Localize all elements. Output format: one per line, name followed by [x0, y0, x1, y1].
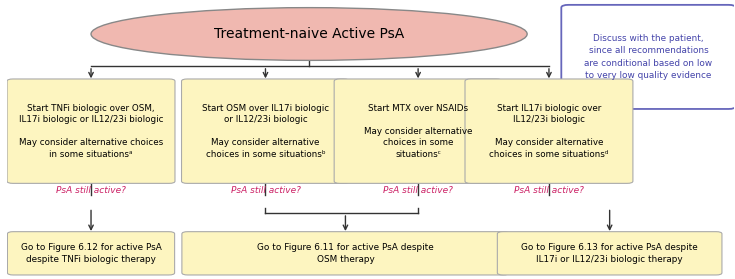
Text: Discuss with the patient,
since all recommendations
are conditional based on low: Discuss with the patient, since all reco…: [584, 34, 713, 80]
FancyBboxPatch shape: [465, 79, 633, 183]
Text: PsA still active?: PsA still active?: [383, 186, 453, 195]
Text: Start OSM over IL17i biologic
or IL12/23i biologic

May consider alternative
cho: Start OSM over IL17i biologic or IL12/23…: [202, 104, 329, 158]
Text: Start MTX over NSAIDs

May consider alternative
choices in some
situationsᶜ: Start MTX over NSAIDs May consider alter…: [364, 104, 473, 158]
Text: PsA still active?: PsA still active?: [56, 186, 126, 195]
Text: PsA still active?: PsA still active?: [231, 186, 301, 195]
Text: Start TNFi biologic over OSM,
IL17i biologic or IL12/23i biologic

May consider : Start TNFi biologic over OSM, IL17i biol…: [19, 104, 163, 158]
FancyBboxPatch shape: [182, 232, 509, 275]
Ellipse shape: [91, 8, 527, 60]
FancyBboxPatch shape: [498, 232, 722, 275]
FancyBboxPatch shape: [7, 79, 175, 183]
Text: Treatment-naive Active PsA: Treatment-naive Active PsA: [214, 27, 404, 41]
FancyBboxPatch shape: [334, 79, 502, 183]
Text: Start IL17i biologic over
IL12/23i biologic

May consider alternative
choices in: Start IL17i biologic over IL12/23i biolo…: [490, 104, 609, 158]
FancyBboxPatch shape: [562, 5, 735, 109]
Text: PsA still active?: PsA still active?: [514, 186, 584, 195]
Text: Go to Figure 6.13 for active PsA despite
IL17i or IL12/23i biologic therapy: Go to Figure 6.13 for active PsA despite…: [521, 243, 698, 264]
Text: Go to Figure 6.11 for active PsA despite
OSM therapy: Go to Figure 6.11 for active PsA despite…: [257, 243, 434, 264]
FancyBboxPatch shape: [7, 232, 175, 275]
FancyBboxPatch shape: [182, 79, 349, 183]
Text: Go to Figure 6.12 for active PsA
despite TNFi biologic therapy: Go to Figure 6.12 for active PsA despite…: [21, 243, 162, 264]
